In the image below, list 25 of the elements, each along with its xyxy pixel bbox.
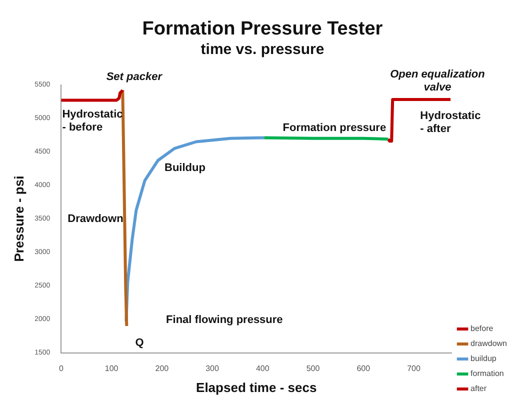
- x-tick-label: 700: [407, 364, 421, 373]
- annotation: Drawdown: [68, 212, 124, 225]
- legend-label: buildup: [470, 354, 497, 364]
- chart-title: Formation Pressure Tester: [142, 18, 384, 40]
- x-axis-title: Elapsed time - secs: [196, 380, 317, 395]
- annotation: Final flowing pressure: [166, 314, 283, 326]
- legend-label: drawdown: [470, 339, 508, 348]
- annotation: Open equalization valve: [390, 68, 486, 94]
- x-tick-label: 600: [356, 364, 371, 373]
- x-tick-label: 300: [206, 364, 220, 373]
- legend-label: before: [470, 324, 494, 334]
- x-tick-label: 100: [104, 364, 119, 373]
- x-tick-label: 200: [155, 364, 170, 373]
- x-tick-label: 0: [58, 364, 64, 373]
- x-tick-label: 400: [256, 364, 270, 373]
- annotation: Hydrostatic - after: [420, 110, 481, 136]
- chart-subtitle: time vs. pressure: [200, 40, 324, 58]
- legend-label: formation: [470, 369, 504, 378]
- annotation: Formation pressure: [282, 122, 386, 134]
- x-tick-label: 500: [306, 364, 320, 373]
- y-axis-title: Pressure - psi: [11, 176, 26, 262]
- annotation: Q: [135, 337, 144, 350]
- annotation: Buildup: [164, 162, 206, 174]
- legend-label: after: [470, 384, 487, 394]
- text: Set packer: [106, 70, 163, 83]
